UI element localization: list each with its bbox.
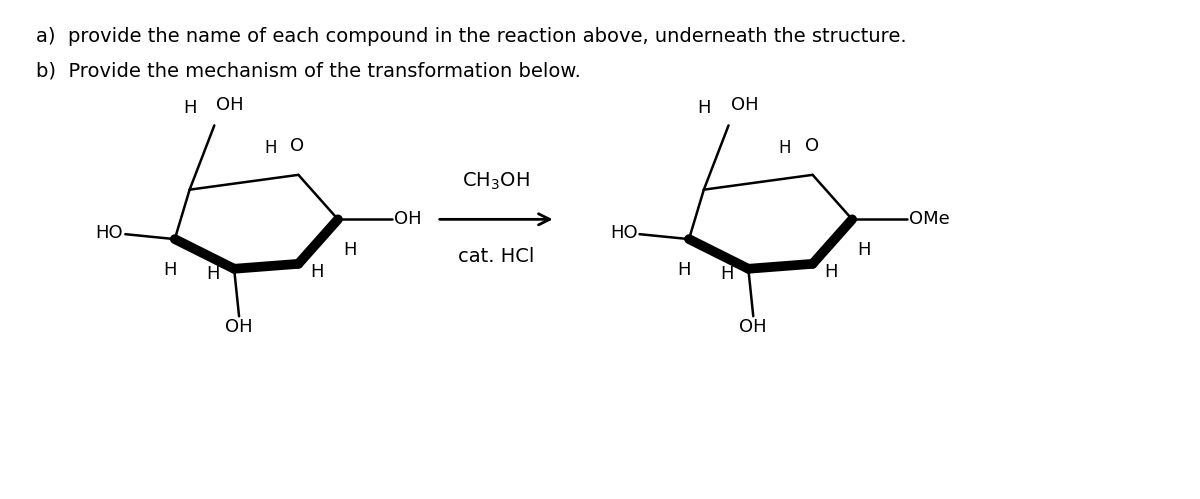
Text: CH$_3$OH: CH$_3$OH (462, 170, 530, 192)
Text: H: H (311, 263, 324, 281)
Text: H: H (697, 99, 710, 117)
Text: H: H (720, 265, 733, 283)
Text: b)  Provide the mechanism of the transformation below.: b) Provide the mechanism of the transfor… (36, 61, 581, 80)
Text: OH: OH (395, 211, 422, 229)
Text: HO: HO (610, 224, 637, 242)
Text: H: H (264, 139, 277, 157)
Text: HO: HO (96, 224, 124, 242)
Text: H: H (857, 241, 871, 259)
Text: H: H (163, 261, 176, 279)
Text: cat. HCl: cat. HCl (458, 247, 534, 266)
Text: H: H (184, 99, 197, 117)
Text: H: H (779, 139, 791, 157)
Text: a)  provide the name of each compound in the reaction above, underneath the stru: a) provide the name of each compound in … (36, 26, 907, 45)
Text: H: H (677, 261, 691, 279)
Text: O: O (290, 137, 305, 155)
Text: H: H (824, 263, 838, 281)
Text: OH: OH (216, 95, 244, 114)
Text: OH: OH (739, 318, 767, 336)
Text: H: H (205, 265, 220, 283)
Text: O: O (805, 137, 818, 155)
Text: OH: OH (731, 95, 758, 114)
Text: H: H (343, 241, 356, 259)
Text: OH: OH (226, 318, 253, 336)
Text: OMe: OMe (908, 211, 949, 229)
